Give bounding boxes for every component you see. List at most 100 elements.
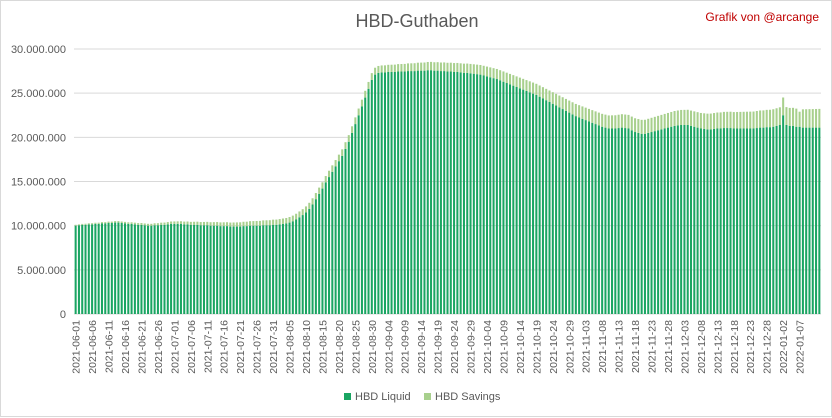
bar-liquid <box>555 105 558 315</box>
bar-liquid <box>183 224 186 314</box>
bar-liquid <box>423 70 426 315</box>
bar-liquid <box>739 128 742 314</box>
bar-savings <box>239 222 242 227</box>
bar-savings <box>281 218 284 224</box>
bar-liquid <box>476 74 479 314</box>
x-tick-label: 2021-09-04 <box>383 320 395 374</box>
bar-savings <box>811 109 814 128</box>
bar-liquid <box>634 132 637 314</box>
bar-liquid <box>137 224 140 314</box>
bar-savings <box>558 95 561 108</box>
legend-label-liquid: HBD Liquid <box>355 391 411 403</box>
bar-savings <box>479 64 482 75</box>
bar-liquid <box>255 225 258 314</box>
bar-liquid <box>285 223 288 314</box>
bar-liquid <box>77 225 80 314</box>
bar-liquid <box>179 223 182 314</box>
bar-savings <box>808 109 811 128</box>
bar-liquid <box>351 132 354 314</box>
bar-savings <box>433 62 436 71</box>
bar-savings <box>476 64 479 75</box>
bar-liquid <box>383 72 386 315</box>
bar-liquid <box>630 130 633 314</box>
bar-liquid <box>163 224 166 314</box>
bar-savings <box>426 61 429 71</box>
bar-liquid <box>509 84 512 314</box>
bar-savings <box>216 222 219 226</box>
bar-liquid <box>344 148 347 314</box>
bar-liquid <box>153 225 156 314</box>
bar-savings <box>502 71 505 82</box>
bar-savings <box>696 112 699 128</box>
bar-savings <box>114 221 117 223</box>
bar-savings <box>97 222 100 224</box>
bar-savings <box>703 113 706 129</box>
x-tick-label: 2021-08-25 <box>350 320 362 374</box>
bar-savings <box>137 223 140 225</box>
bar-savings <box>551 92 554 104</box>
bar-savings <box>107 221 110 224</box>
bar-savings <box>637 119 640 133</box>
bar-savings <box>374 67 377 75</box>
bar-liquid <box>413 71 416 314</box>
x-tick-label: 2021-08-10 <box>301 320 313 374</box>
bar-liquid <box>403 71 406 315</box>
x-tick-label: 2021-07-16 <box>219 320 231 374</box>
bar-liquid <box>268 225 271 314</box>
bar-savings <box>541 87 544 99</box>
x-tick-label: 2021-10-04 <box>482 320 494 374</box>
bar-savings <box>403 63 406 72</box>
bar-savings <box>459 63 462 73</box>
bar-liquid <box>173 223 176 314</box>
bar-liquid <box>525 90 528 314</box>
bar-liquid <box>239 226 242 314</box>
bar-liquid <box>123 223 127 314</box>
bar-savings <box>499 70 502 81</box>
bar-liquid <box>331 171 334 314</box>
y-tick-label: 0 <box>60 309 66 321</box>
bar-liquid <box>499 80 502 314</box>
x-tick-label: 2021-08-15 <box>317 320 329 374</box>
bar-savings <box>578 105 581 118</box>
bar-liquid <box>176 223 179 314</box>
bar-liquid <box>657 130 660 314</box>
bar-liquid <box>74 225 77 314</box>
bar-savings <box>377 65 380 73</box>
bar-savings <box>462 63 465 73</box>
bar-liquid <box>81 224 84 314</box>
bar-savings <box>143 223 146 226</box>
bar-liquid <box>689 125 693 314</box>
bar-savings <box>328 170 331 178</box>
bar-liquid <box>360 106 363 315</box>
x-tick-label: 2021-12-23 <box>745 320 757 374</box>
bar-liquid <box>670 126 673 314</box>
bar-liquid <box>245 226 248 314</box>
bar-liquid <box>229 226 232 314</box>
bar-savings <box>587 108 591 122</box>
bar-liquid <box>716 128 719 314</box>
bar-savings <box>686 109 689 125</box>
bar-savings <box>120 221 123 224</box>
bar-liquid <box>318 193 321 314</box>
bar-savings <box>538 85 541 97</box>
bar-savings <box>77 224 80 226</box>
bar-savings <box>285 217 288 224</box>
x-tick-label: 2021-06-11 <box>104 320 116 373</box>
bar-liquid <box>212 225 215 314</box>
bar-liquid <box>492 78 495 315</box>
bar-savings <box>206 221 209 226</box>
x-tick-label: 2021-08-05 <box>285 320 297 374</box>
bar-liquid <box>561 109 564 314</box>
bar-savings <box>545 88 548 101</box>
bar-savings <box>601 113 604 127</box>
bar-liquid <box>736 128 739 314</box>
bar-savings <box>749 111 752 129</box>
bar-liquid <box>193 224 196 314</box>
bar-savings <box>311 198 314 205</box>
bar-liquid <box>647 132 650 314</box>
bar-liquid <box>156 225 159 314</box>
bar-savings <box>716 112 719 129</box>
bar-savings <box>304 206 308 213</box>
bar-savings <box>156 223 159 226</box>
